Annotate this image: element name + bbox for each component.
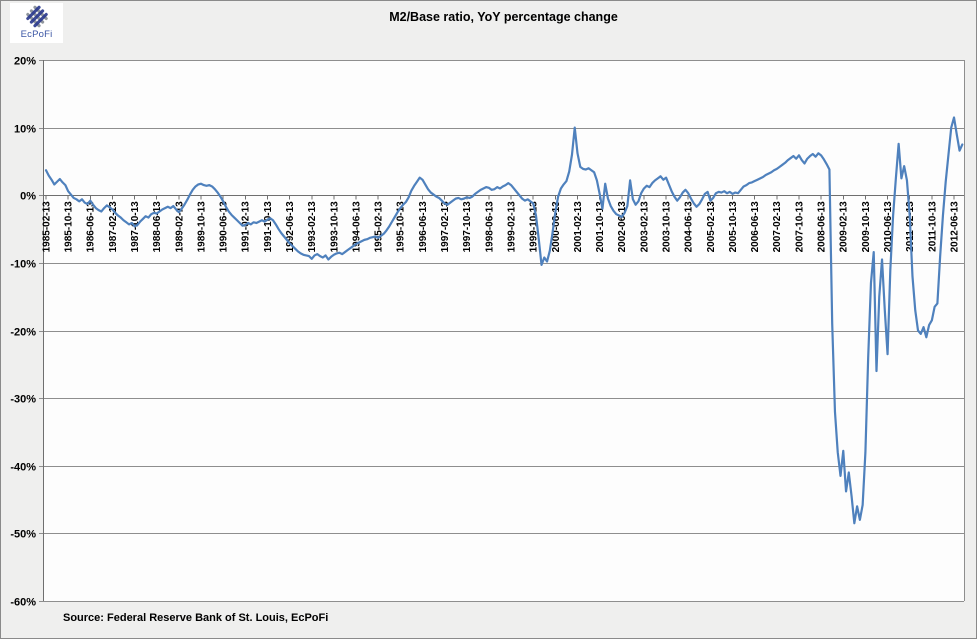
x-axis-label: 2001-02-13 [573,201,584,253]
x-axis-label: 2012-06-13 [949,201,960,253]
x-axis-label: 2003-02-13 [639,201,650,253]
x-axis-label: 2005-02-13 [706,201,717,253]
x-axis-label: 1989-10-13 [196,201,207,253]
x-axis-label: 1997-10-13 [462,201,473,253]
x-axis-label: 2009-02-13 [839,201,850,253]
x-axis-label: 1998-06-13 [484,201,495,253]
chart-title: M2/Base ratio, YoY percentage change [389,10,618,24]
y-axis-label: -50% [10,528,36,540]
y-axis-label: 0% [20,190,36,202]
y-axis-label: -60% [10,596,36,608]
y-axis-label: -20% [10,326,36,338]
y-axis-label: -40% [10,461,36,473]
x-axis-label: 1992-06-13 [285,201,296,253]
x-axis-label: 2002-06-13 [617,201,628,253]
x-axis-label: 1986-06-13 [86,201,97,253]
x-axis-label: 2006-06-13 [750,201,761,253]
x-axis-label: 2008-06-13 [817,201,828,253]
x-axis-label: 1991-02-13 [241,201,252,253]
x-axis-label: 1991-10-13 [263,201,274,253]
x-axis-label: 1994-06-13 [351,201,362,253]
x-axis-label: 1993-10-13 [329,201,340,253]
x-axis-label: 2001-10-13 [595,201,606,253]
data-series-line [44,116,964,525]
x-axis-label: 1996-06-13 [418,201,429,253]
plot-area [43,60,964,601]
y-axis-label: -30% [10,393,36,405]
x-axis-label: 1999-10-13 [529,201,540,253]
x-axis-label: 1993-02-13 [307,201,318,253]
x-axis-label: 2007-02-13 [772,201,783,253]
x-axis-label: 1999-02-13 [506,201,517,253]
x-axis-label: 1995-10-13 [396,201,407,253]
x-axis-label: 2007-10-13 [794,201,805,253]
x-axis-label: 2005-10-13 [728,201,739,253]
x-axis-label: 2003-10-13 [661,201,672,253]
x-axis-label: 1985-10-13 [64,201,75,253]
x-axis-label: 2010-06-13 [883,201,894,253]
ecpofi-logo-icon [25,5,48,28]
ecpofi-logo-text: EcPoFi [20,29,53,40]
x-axis-label: 1987-02-13 [108,201,119,253]
y-axis-label: -10% [10,258,36,270]
x-axis-label: 1995-02-13 [374,201,385,253]
x-axis-label: 1990-06-13 [219,201,230,253]
x-axis-label: 1985-02-13 [41,201,52,253]
x-axis-label: 2000-06-13 [551,201,562,253]
x-axis-label: 2004-06-13 [684,201,695,253]
x-axis-label: 2011-10-13 [927,201,938,252]
y-axis-label: 10% [14,123,36,135]
x-axis-label: 1989-02-13 [174,201,185,253]
ecpofi-logo: EcPoFi [10,3,63,43]
x-axis-label: 2009-10-13 [861,201,872,253]
x-axis-label: 1997-02-13 [440,201,451,253]
x-axis-label: 1988-06-13 [152,201,163,253]
y-axis-labels: 20% 10% 0% -10% -20% -30% -40% -50% -60% [10,55,36,608]
y-axis-label: 20% [14,55,36,67]
source-note: Source: Federal Reserve Bank of St. Loui… [63,612,329,624]
x-axis-labels: 1985-02-13 1985-10-13 1986-06-13 1987-02-13… [41,195,960,252]
